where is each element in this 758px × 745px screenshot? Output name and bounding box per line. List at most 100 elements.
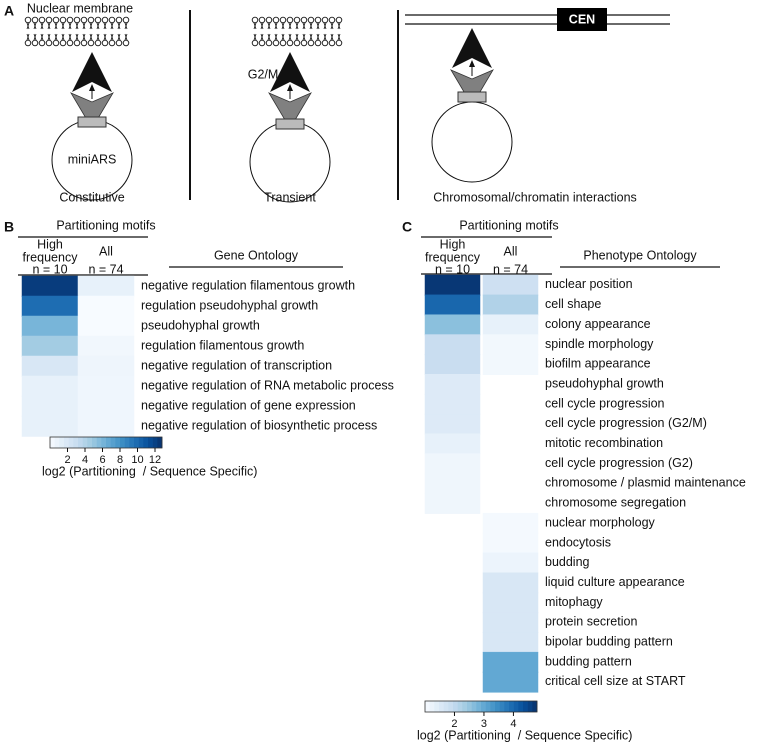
lipid-head: [328, 16, 336, 24]
lipid-head: [265, 16, 273, 24]
colorbar-segment: [448, 701, 454, 712]
lipid-head: [45, 39, 53, 47]
colorbar-segment: [527, 701, 533, 712]
panel-label: B: [4, 219, 14, 235]
colorbar-segment: [471, 701, 477, 712]
lipid-tail: [54, 22, 58, 41]
colorbar-segment: [523, 701, 528, 712]
lipid-head: [293, 16, 301, 24]
heatmap-cell: [21, 415, 79, 437]
heatmap-cell: [424, 374, 481, 395]
arrow-head: [287, 84, 293, 91]
lipid-tail: [316, 22, 320, 41]
lipid-head: [314, 39, 322, 47]
row-label: negative regulation of RNA metabolic pro…: [141, 378, 394, 392]
colorbar-tick-label: 12: [149, 454, 161, 466]
lipid-tail: [337, 22, 341, 41]
colorbar-tick-label: 4: [82, 454, 88, 466]
row-label: chromosome segregation: [545, 496, 686, 510]
heatmap-cell: [424, 433, 481, 455]
lipid-head: [307, 16, 315, 24]
heatmap-cell: [21, 275, 79, 297]
row-label: budding: [545, 555, 590, 569]
colorbar-segment: [134, 437, 139, 448]
row-label: cell cycle progression (G2/M): [545, 416, 707, 430]
colorbar-segment: [481, 701, 486, 712]
heatmap-cell: [482, 592, 539, 614]
colorbar-segment: [425, 701, 430, 712]
colorbar-segment: [54, 437, 60, 448]
lipid-head: [80, 16, 88, 24]
lipid-tail: [309, 22, 313, 41]
row-label: nuclear position: [545, 277, 633, 291]
lipid-tail: [89, 22, 93, 41]
lipid-head: [59, 39, 67, 47]
colorbar-segment: [443, 701, 449, 712]
colorbar-segment: [148, 437, 153, 448]
colorbar-tick-label: 6: [99, 454, 105, 466]
lipid-tail: [124, 22, 128, 41]
caption: Chromosomal/chromatin interactions: [433, 190, 637, 204]
ontology-title: Phenotype Ontology: [583, 248, 697, 262]
caption: Constitutive: [59, 190, 124, 204]
lipid-head: [321, 39, 329, 47]
column-header: All: [99, 244, 113, 258]
colorbar-segment: [64, 437, 69, 448]
lipid-head: [38, 39, 46, 47]
heatmap-cell: [482, 334, 539, 356]
heatmap-cell: [77, 355, 135, 377]
lipid-tail: [323, 22, 327, 41]
lipid-head: [251, 39, 259, 47]
lipid-head: [38, 16, 46, 24]
colorbar-label: log2 (Partitioning / Sequence Specific): [417, 728, 632, 742]
lipid-head: [335, 16, 343, 24]
colorbar-segment: [106, 437, 111, 448]
lipid-head: [94, 16, 102, 24]
lipid-tail: [61, 22, 65, 41]
colorbar-segment: [73, 437, 79, 448]
column-n: n = 74: [493, 262, 528, 276]
row-label: liquid culture appearance: [545, 575, 685, 589]
lipid-head: [24, 39, 32, 47]
ontology-title: Gene Ontology: [214, 248, 299, 262]
g2m-label: G2/M: [248, 67, 279, 81]
colorbar-segment: [513, 701, 519, 712]
heatmap-cell: [424, 314, 481, 336]
panel-label: C: [402, 219, 412, 235]
lipid-head: [45, 16, 53, 24]
heatmap-cell: [482, 552, 539, 574]
colorbar-segment: [499, 701, 505, 712]
row-label: pseudohyphal growth: [141, 318, 260, 332]
colorbar-frame: [424, 700, 538, 713]
colorbar-segment: [129, 437, 135, 448]
lipid-head: [115, 39, 123, 47]
lipid-head: [122, 16, 130, 24]
colorbar-segment: [518, 701, 524, 712]
miniars-label: miniARS: [68, 152, 117, 166]
lipid-head: [52, 16, 60, 24]
lipid-head: [314, 16, 322, 24]
lipid-tail: [260, 22, 264, 41]
lipid-tail: [288, 22, 292, 41]
heatmap-cell: [77, 395, 135, 417]
colorbar-segment: [495, 701, 500, 712]
plasmid: [431, 101, 513, 183]
row-label: protein secretion: [545, 615, 637, 629]
protein-black: [270, 52, 310, 92]
column-header: frequency: [23, 250, 79, 264]
membrane-label: Nuclear membrane: [27, 1, 133, 15]
colorbar-segment: [92, 437, 97, 448]
lipid-head: [300, 39, 308, 47]
colorbar-segment: [124, 437, 130, 448]
heatmap-cell: [77, 275, 135, 297]
colorbar-tick-label: 4: [510, 718, 516, 730]
heatmap-cell: [482, 671, 539, 693]
row-label: mitotic recombination: [545, 436, 663, 450]
row-label: negative regulation of biosynthetic proc…: [141, 418, 377, 432]
colorbar-tick-label: 3: [481, 718, 487, 730]
heatmap-cell: [482, 274, 539, 296]
lipid-tail: [40, 22, 44, 41]
colorbar-segment: [462, 701, 468, 712]
heatmap-cell: [482, 294, 539, 316]
heatmap-cell: [482, 354, 539, 375]
